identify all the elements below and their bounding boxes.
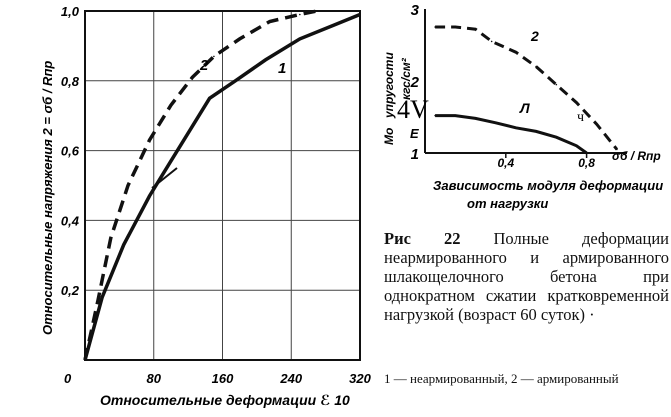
inset-chart-series xyxy=(434,25,619,155)
inset-annotation-ch: ч xyxy=(577,110,584,125)
main-x-tick-160: 160 xyxy=(212,371,234,386)
inset-series-0-point-2 xyxy=(474,28,477,30)
inset-x-axis-label: σб / Rпр xyxy=(612,149,661,163)
inset-chart-axes xyxy=(424,9,627,154)
figure-caption: Рис 22 Полные деформации неармированного… xyxy=(384,229,669,324)
inset-y-symbol: 4V xyxy=(397,95,429,124)
inset-y-label-line-3: кгс/см² xyxy=(399,57,413,100)
main-series-1-point-1 xyxy=(101,296,103,298)
main-pointer-line xyxy=(151,167,178,189)
inset-series-0-point-7 xyxy=(575,101,578,104)
main-x-tick-240: 240 xyxy=(279,371,302,386)
main-annotation-2: 2 xyxy=(199,57,209,74)
main-y-tick-0,8: 0,8 xyxy=(61,74,80,89)
inset-subcaption-line-2: от нагрузки xyxy=(467,196,548,211)
inset-series-1-point-6 xyxy=(555,136,558,138)
main-series-2-point-6 xyxy=(191,76,194,79)
main-y-tick-1,0: 1,0 xyxy=(61,4,80,19)
inset-series-1-point-8 xyxy=(585,152,588,154)
main-annotation-1: 1 xyxy=(278,60,286,77)
main-series-2-point-1 xyxy=(97,299,99,302)
main-chart-frame xyxy=(84,10,361,361)
inset-series-0-point-4 xyxy=(515,51,517,53)
main-series-2-point-5 xyxy=(170,104,172,107)
main-series-2-point-10 xyxy=(299,13,301,16)
inset-series-1-point-0 xyxy=(434,114,436,117)
main-series-line-2 xyxy=(83,9,318,361)
inset-y-tick-1: 1 xyxy=(411,146,419,163)
main-x-axis-label: Относительные деформации ℰ 10 xyxy=(100,392,350,408)
main-series-1-point-2 xyxy=(122,244,125,246)
inset-series-1-point-5 xyxy=(535,130,537,133)
main-y-tick-0,4: 0,4 xyxy=(61,213,80,228)
main-series-1-point-7 xyxy=(234,80,237,82)
inset-series-0-point-9 xyxy=(616,148,618,151)
inset-y-tick-3: 3 xyxy=(411,2,420,19)
inset-series-1-point-4 xyxy=(515,127,517,129)
main-series-2-point-0 xyxy=(84,359,86,361)
inset-series-0-point-6 xyxy=(555,83,558,86)
main-series-2-point-3 xyxy=(127,184,129,187)
main-x-tick-80: 80 xyxy=(147,371,162,386)
inset-series-1-point-1 xyxy=(454,114,457,117)
main-chart-ticks: 80 160 240 320 0,2 0,4 0,6 0,8 1,0 xyxy=(61,4,372,386)
inset-series-1-point-7 xyxy=(575,145,578,147)
main-series-2-point-2 xyxy=(109,237,112,239)
main-series-1-point-4 xyxy=(170,160,172,162)
main-series-2-point-7 xyxy=(213,55,215,58)
main-series-2-point-4 xyxy=(148,139,151,141)
main-series-line-1 xyxy=(83,12,361,361)
main-y-tick-0,2: 0,2 xyxy=(61,283,80,298)
main-series-2-point-8 xyxy=(238,38,241,40)
main-origin-label: 0 xyxy=(64,371,72,386)
main-x-tick-320: 320 xyxy=(349,371,371,386)
main-series-2-point-11 xyxy=(316,10,318,12)
inset-chart-ticks: 0,4 0,8 1 2 3 xyxy=(410,2,596,170)
main-series-1-point-6 xyxy=(208,97,211,100)
inset-series-line-0 xyxy=(435,25,619,151)
main-series-2-point-9 xyxy=(268,20,271,23)
inset-series-0-point-0 xyxy=(434,26,436,28)
inset-series-0-point-8 xyxy=(595,123,598,125)
inset-series-1-point-3 xyxy=(494,121,497,124)
inset-subcaption-line-1: Зависимость модуля деформации xyxy=(433,178,663,193)
main-series-1-point-3 xyxy=(148,195,151,197)
figure-caption-number: Рис 22 xyxy=(384,229,461,248)
inset-annotation-2: 2 xyxy=(530,28,539,44)
main-series-1-point-5 xyxy=(191,125,194,127)
inset-x-tick-0,8: 0,8 xyxy=(578,156,595,170)
inset-annotation-l: Л xyxy=(519,100,530,116)
main-y-axis-label: Относительные напряжения 2 = σб / Rпр xyxy=(40,61,55,335)
figure-legend-text: 1 — неармированный, 2 — армированный xyxy=(384,371,619,386)
inset-y-label-line-1: Мо xyxy=(382,128,396,145)
inset-series-line-1 xyxy=(435,114,588,155)
inset-series-0-point-1 xyxy=(454,26,457,28)
inset-y-symbol-sub: E xyxy=(410,126,419,141)
inset-y-tick-2: 2 xyxy=(410,74,420,91)
figure-caption-text: Полные деформации неармированного и арми… xyxy=(384,229,669,324)
inset-y-label-line-2: упругости xyxy=(382,52,396,119)
main-series-1-point-10 xyxy=(333,24,336,26)
inset-series-1-point-2 xyxy=(474,117,477,120)
main-chart-series xyxy=(83,9,361,361)
main-y-tick-0,6: 0,6 xyxy=(61,144,80,159)
inset-x-tick-0,4: 0,4 xyxy=(497,156,514,170)
inset-series-0-point-3 xyxy=(490,40,493,43)
main-series-1-point-11 xyxy=(359,13,361,16)
main-series-1-point-8 xyxy=(264,59,267,61)
inset-series-0-point-5 xyxy=(535,65,537,68)
main-series-1-point-9 xyxy=(299,38,301,40)
